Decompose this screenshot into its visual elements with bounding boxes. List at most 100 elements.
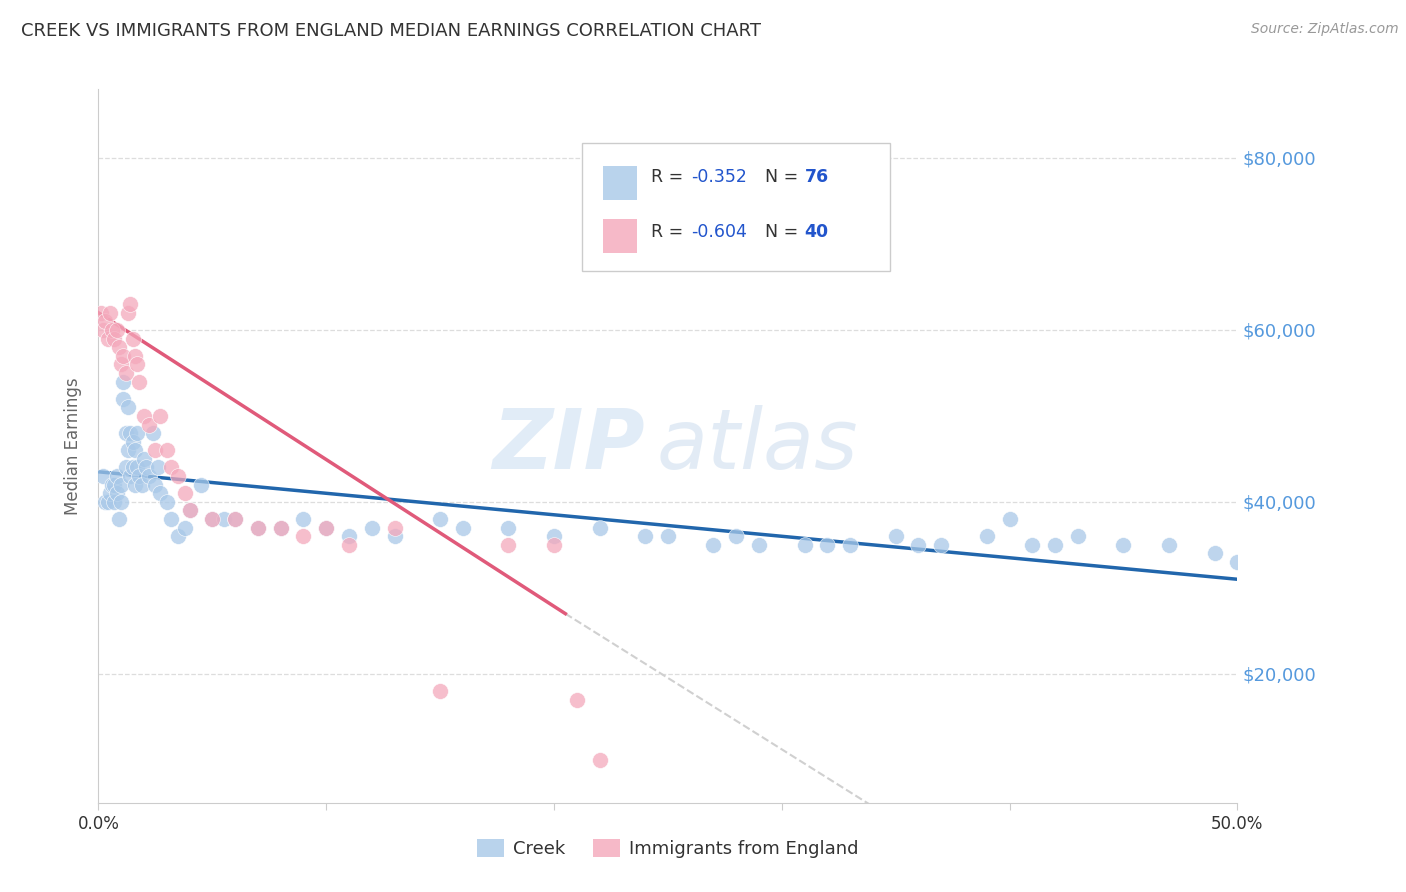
Point	[112, 375, 135, 389]
Point	[839, 538, 862, 552]
Point	[112, 392, 135, 406]
Point	[201, 512, 224, 526]
Point	[246, 521, 269, 535]
Point	[292, 529, 315, 543]
Point	[103, 477, 125, 491]
Point	[451, 521, 474, 535]
Point	[224, 512, 246, 526]
Point	[337, 538, 360, 552]
Legend: Creek, Immigrants from England: Creek, Immigrants from England	[470, 831, 866, 865]
Point	[145, 477, 167, 491]
Point	[588, 521, 610, 535]
Point	[315, 521, 337, 535]
Point	[160, 460, 183, 475]
Point	[565, 692, 588, 706]
Point	[929, 538, 952, 552]
Point	[149, 486, 172, 500]
Point	[124, 477, 146, 491]
Point	[110, 477, 132, 491]
Point	[634, 529, 657, 543]
Point	[793, 538, 815, 552]
Point	[1226, 555, 1249, 569]
Point	[127, 357, 149, 371]
Point	[108, 340, 131, 354]
Point	[976, 529, 998, 543]
Point	[384, 521, 406, 535]
Point	[103, 495, 125, 509]
Point	[117, 401, 139, 415]
Text: N =: N =	[765, 223, 803, 241]
Point	[146, 460, 169, 475]
Point	[588, 753, 610, 767]
Point	[907, 538, 929, 552]
Point	[114, 426, 136, 441]
Point	[190, 477, 212, 491]
Point	[149, 409, 172, 423]
Text: 40: 40	[804, 223, 828, 241]
Point	[167, 469, 190, 483]
Point	[120, 426, 142, 441]
Point	[429, 512, 451, 526]
Point	[91, 469, 114, 483]
Point	[156, 495, 179, 509]
Point	[1021, 538, 1043, 552]
Point	[360, 521, 382, 535]
Point	[96, 332, 118, 346]
Point	[1204, 546, 1226, 560]
Point	[702, 538, 724, 552]
Point	[90, 306, 112, 320]
Point	[135, 460, 157, 475]
Point	[124, 443, 146, 458]
Point	[998, 512, 1021, 526]
Point	[167, 529, 190, 543]
Point	[174, 486, 197, 500]
FancyBboxPatch shape	[582, 143, 890, 271]
Point	[98, 306, 121, 320]
Text: CREEK VS IMMIGRANTS FROM ENGLAND MEDIAN EARNINGS CORRELATION CHART: CREEK VS IMMIGRANTS FROM ENGLAND MEDIAN …	[21, 22, 761, 40]
Point	[145, 443, 167, 458]
Point	[1112, 538, 1135, 552]
Point	[657, 529, 679, 543]
Point	[132, 451, 155, 466]
Text: R =: R =	[651, 223, 689, 241]
Point	[117, 306, 139, 320]
Point	[96, 495, 118, 509]
Point	[110, 495, 132, 509]
Text: ZIP: ZIP	[492, 406, 645, 486]
Point	[384, 529, 406, 543]
Point	[1043, 538, 1066, 552]
Point	[114, 460, 136, 475]
Point	[174, 521, 197, 535]
Point	[101, 477, 124, 491]
Point	[543, 529, 565, 543]
Point	[1157, 538, 1180, 552]
Point	[315, 521, 337, 535]
FancyBboxPatch shape	[603, 166, 637, 200]
Point	[270, 521, 292, 535]
Point	[91, 323, 114, 337]
Point	[128, 375, 150, 389]
Point	[142, 426, 165, 441]
Text: -0.604: -0.604	[690, 223, 747, 241]
Point	[498, 521, 520, 535]
Point	[212, 512, 235, 526]
Point	[132, 409, 155, 423]
Point	[179, 503, 201, 517]
Point	[127, 426, 149, 441]
Point	[112, 349, 135, 363]
Text: Source: ZipAtlas.com: Source: ZipAtlas.com	[1251, 22, 1399, 37]
Point	[127, 460, 149, 475]
Point	[246, 521, 269, 535]
Point	[138, 469, 160, 483]
Point	[121, 332, 143, 346]
Point	[429, 684, 451, 698]
Point	[121, 434, 143, 449]
Y-axis label: Median Earnings: Median Earnings	[65, 377, 83, 515]
Point	[110, 357, 132, 371]
Text: R =: R =	[651, 168, 689, 186]
Point	[337, 529, 360, 543]
Text: N =: N =	[765, 168, 803, 186]
Point	[270, 521, 292, 535]
Point	[884, 529, 907, 543]
Point	[105, 486, 128, 500]
